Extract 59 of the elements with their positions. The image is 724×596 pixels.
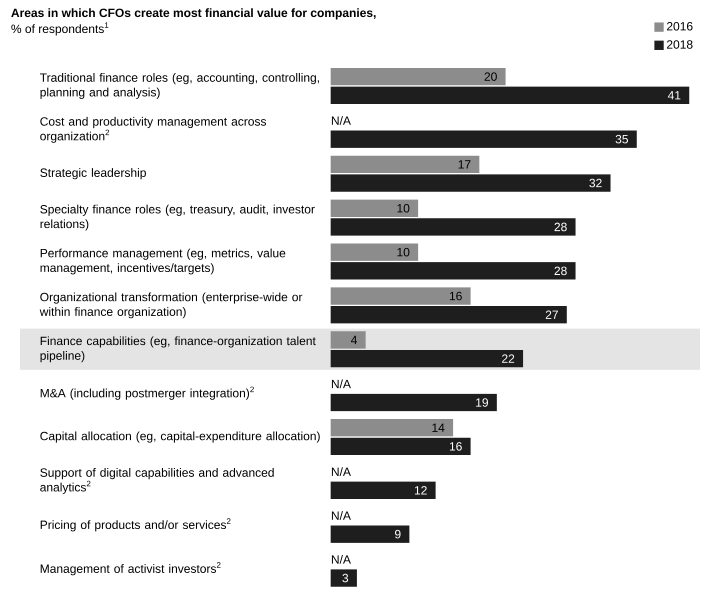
bar: [330, 200, 418, 217]
data-label: 16: [450, 442, 462, 451]
y-tick-label: Performance management (eg, metrics, value management, incentives/targets): [40, 248, 286, 274]
legend-label: 2018: [666, 40, 693, 49]
data-label: 14: [432, 424, 444, 432]
text: % of respondents$^{1}$: [11, 22, 108, 36]
bar: [330, 86, 690, 104]
bar: [330, 306, 567, 324]
bar: [330, 244, 418, 261]
y-tick-label: Capital allocation (eg, capital-expenditure allocation): [40, 431, 320, 443]
y-tick-label: Finance capabilities (eg, finance-organization talent pipeline): [40, 336, 316, 362]
text: Areas in which CFOs create most financial value for companies,: [11, 8, 376, 20]
legend-label: 2016: [666, 22, 693, 31]
bar: [330, 569, 357, 587]
data-label: 32: [589, 178, 602, 188]
data-label: 28: [554, 266, 567, 276]
y-tick-label: Management of activist investors$^{2}$: [40, 562, 221, 576]
data-label: 9: [395, 530, 401, 538]
bar: [330, 262, 576, 280]
bar: [330, 394, 497, 412]
bar: [330, 419, 454, 436]
data-label: 22: [502, 354, 514, 363]
text: N/A: [332, 554, 351, 564]
data-label: 19: [476, 398, 488, 407]
bar: [330, 526, 410, 543]
data-label: 28: [554, 222, 567, 232]
bar: [330, 68, 506, 86]
bar: [330, 350, 524, 368]
bar: [330, 156, 480, 174]
data-label: 27: [546, 310, 558, 319]
y-tick-label: Support of digital capabilities and advanced analytics$^{2}$: [40, 468, 274, 494]
y-tick-label: Specialty finance roles (eg, treasury, audit, investor relations): [40, 204, 315, 231]
bar: [330, 482, 436, 499]
bar: [330, 174, 611, 192]
data-label: 17: [458, 160, 470, 169]
y-tick-label: Traditional finance roles (eg, accounting, controlling, planning and analysis): [40, 73, 319, 99]
bar: [330, 331, 366, 349]
data-label: 12: [414, 486, 427, 494]
bar: [330, 218, 576, 236]
data-label: 16: [450, 292, 462, 300]
data-label: 10: [397, 204, 410, 213]
data-label: 35: [616, 134, 628, 144]
y-tick-label: Organizational transformation (enterprise-wide or within finance organization): [40, 292, 302, 318]
y-tick-label: Strategic leadership: [40, 168, 146, 180]
data-label: 41: [668, 91, 680, 100]
text: N/A: [332, 379, 351, 388]
y-tick-label: Pricing of products and/or services$^{2}$: [40, 518, 231, 532]
y-tick-label: Cost and productivity management across organization$^{2}$: [40, 116, 266, 143]
text: N/A: [332, 467, 351, 476]
data-label: 20: [484, 72, 497, 81]
text: N/A: [332, 116, 351, 125]
bar: [330, 130, 637, 148]
data-label: 4: [350, 336, 358, 344]
bar: [330, 287, 471, 305]
bar: [330, 438, 471, 456]
data-label: 10: [397, 248, 410, 256]
text: N/A: [332, 511, 351, 520]
y-tick-label: M&A (including postmerger integration)$^{2}$: [40, 386, 254, 400]
data-label: 3: [342, 574, 348, 582]
